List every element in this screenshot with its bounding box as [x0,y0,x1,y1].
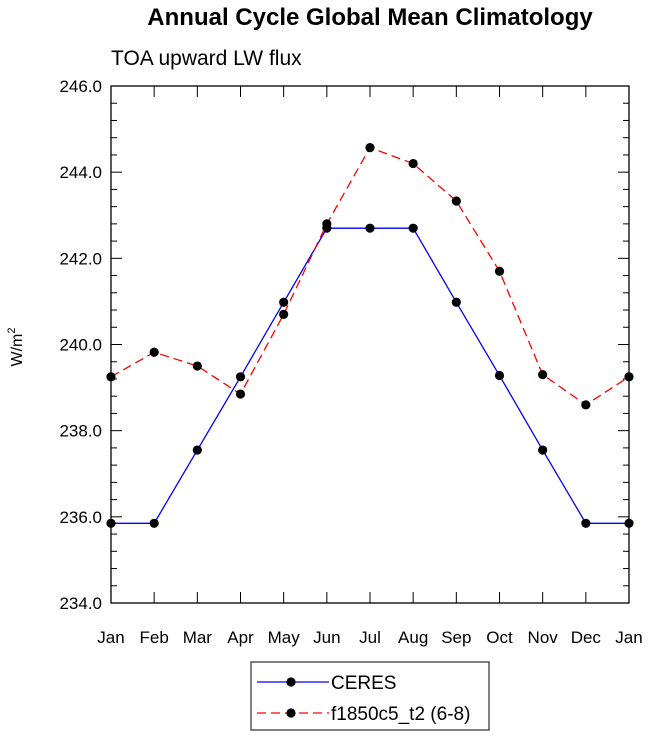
data-point-series-0 [149,518,159,528]
data-point-series-1 [538,370,548,380]
x-tick-label: Dec [571,628,602,647]
x-tick-label: Jun [313,628,340,647]
y-tick-label: 238.0 [59,422,102,441]
legend: CERES f1850c5_t2 (6-8) [250,661,490,731]
data-point-series-1 [451,196,461,206]
series-line-1 [110,146,630,406]
y-axis-label-base: W/m [9,334,26,367]
x-tick-label: Jan [97,628,124,647]
series-line-0 [111,227,629,524]
data-point-series-1 [322,219,332,229]
y-tick-label: 240.0 [59,336,102,355]
data-point-series-1 [106,372,116,382]
plot-area: 234.0 236.0 238.0 240.0 242.0 244.0 246.0 Jan Fe… [59,77,642,647]
data-point-series-0 [192,445,202,455]
chart-subtitle: TOA upward LW flux [111,47,302,70]
x-tick-label: Mar [183,628,213,647]
data-point-series-0 [365,223,375,233]
data-point-series-0 [581,518,591,528]
x-tick-label: Sep [441,628,471,647]
data-point-series-1 [192,361,202,371]
x-tick-label: Oct [486,628,513,647]
y-axis-label: W/m2 [6,328,26,367]
y-axis-label-superscript: 2 [6,328,18,334]
data-point-series-1 [365,143,375,153]
y-tick-label: 234.0 [59,594,102,613]
y-tick-label: 236.0 [59,508,102,527]
x-tick-label: Feb [140,628,169,647]
data-point-series-1 [235,389,246,399]
data-point-series-0 [451,297,461,307]
legend-box [250,661,490,731]
data-point-series-0 [235,372,246,382]
y-tick-label: 242.0 [59,249,102,268]
data-point-series-1 [624,372,634,382]
legend-label-1: f1850c5_t2 (6-8) [331,704,470,725]
data-point-series-0 [538,445,548,455]
chart-title: Annual Cycle Global Mean Climatology [147,4,593,31]
data-point-series-1 [408,158,418,169]
data-point-series-1 [494,266,505,276]
data-point-series-1 [149,347,159,357]
x-tick-label: Jul [359,628,381,647]
legend-marker-0 [286,677,296,687]
data-point-series-0 [408,223,418,233]
x-tick-label: Aug [398,628,428,647]
x-tick-label: Jan [615,628,642,647]
legend-label-0: CERES [331,673,396,694]
y-tick-label: 246.0 [59,77,102,96]
data-point-series-0 [624,518,634,528]
x-tick-label: May [268,628,301,647]
legend-marker-1 [286,708,296,718]
data-point-series-0 [494,370,505,381]
data-point-series-1 [581,400,591,410]
data-point-series-1 [279,309,289,319]
plot-frame [110,85,630,604]
y-tick-label: 244.0 [59,163,102,182]
data-point-series-0 [106,518,116,528]
x-tick-label: Apr [227,628,254,647]
x-tick-label: Nov [528,628,559,647]
data-point-series-0 [279,297,289,307]
